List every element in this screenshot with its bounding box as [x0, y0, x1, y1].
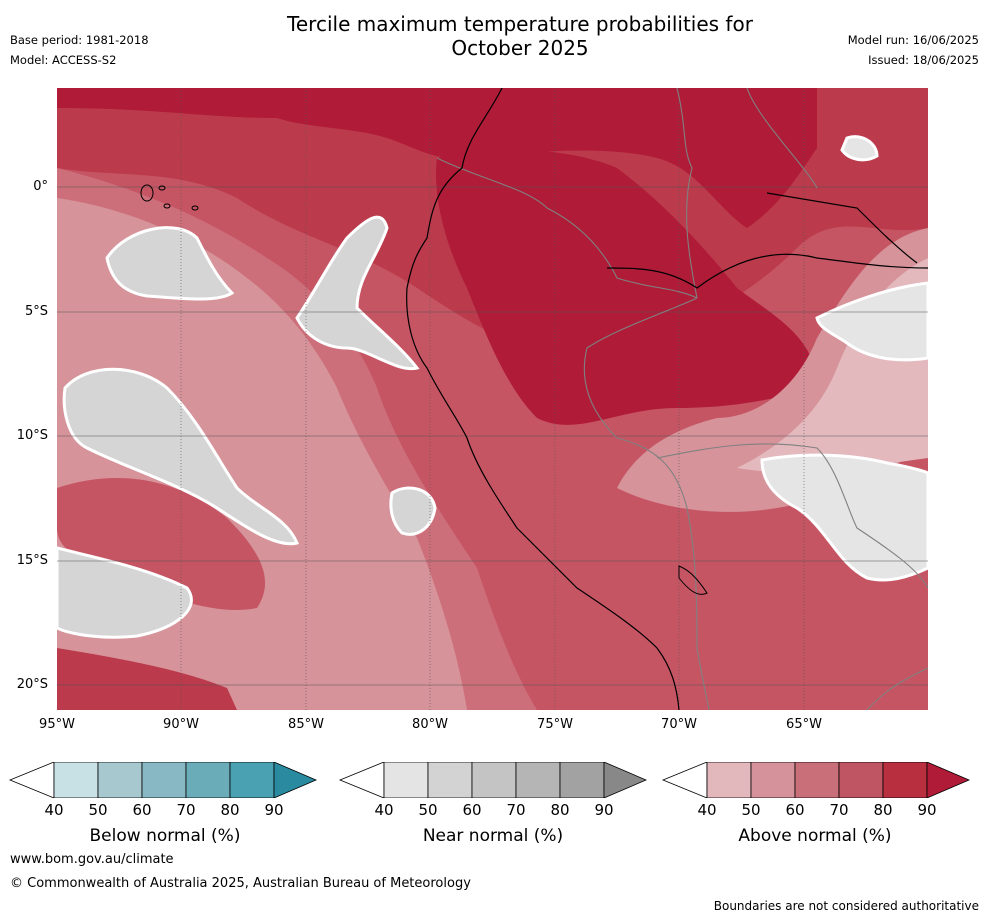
lon-tick-6: 65°W [786, 717, 822, 732]
lon-tick-5: 70°W [661, 717, 697, 732]
cb-near-tick: 50 [418, 801, 438, 819]
region-above-80-southwest [57, 648, 237, 710]
colorbar-below-label: Below normal (%) [89, 826, 241, 846]
cb-below-tick: 80 [220, 801, 240, 819]
cb-below-80 [229, 762, 275, 798]
cb-below-tick: 90 [264, 801, 284, 819]
cb-near-tick: 70 [506, 801, 526, 819]
copyright-text: © Commonwealth of Australia 2025, Austra… [10, 876, 471, 891]
meta-left: Base period: 1981-2018 Model: ACCESS-S2 [10, 30, 149, 70]
website-link[interactable]: www.bom.gov.au/climate [10, 852, 174, 867]
region-near-normal-3 [57, 546, 193, 639]
cb-above-tick: 90 [917, 801, 937, 819]
lat-tick-1: 5°S [24, 304, 48, 319]
lat-tick-3: 15°S [16, 553, 48, 568]
colorbar-near-label: Near normal (%) [422, 826, 564, 846]
graticule [57, 88, 928, 710]
galapagos-islands [140, 184, 199, 211]
title-line-1: Tercile maximum temperature probabilitie… [287, 12, 753, 36]
lat-tick-4: 20°S [16, 677, 48, 692]
disclaimer-text: Boundaries are not considered authoritat… [713, 899, 979, 913]
cb-near-low-arrow [338, 762, 385, 798]
region-near-normal-1 [105, 226, 235, 301]
cb-below-tick: 70 [176, 801, 196, 819]
cb-above-80 [882, 762, 928, 798]
colorbar-near-normal [338, 762, 648, 798]
cb-near-tick: 40 [374, 801, 394, 819]
cb-near-80 [559, 762, 605, 798]
meta-right: Model run: 16/06/2025 Issued: 18/06/2025 [848, 30, 979, 70]
colorbar-below-normal [8, 762, 318, 798]
lon-tick-2: 85°W [288, 717, 324, 732]
region-near-normal-7 [815, 281, 928, 362]
cb-below-40 [53, 762, 99, 798]
cb-above-tick: 60 [785, 801, 805, 819]
probability-map [57, 88, 928, 710]
cb-above-50 [750, 762, 796, 798]
cb-below-tick: 60 [132, 801, 152, 819]
cb-above-low-arrow [661, 762, 708, 798]
colorbar-above-label: Above normal (%) [738, 826, 892, 846]
region-near-normal-8 [840, 135, 879, 162]
cb-near-60 [471, 762, 517, 798]
lat-tick-0: 0° [33, 179, 48, 194]
coastline [406, 88, 928, 710]
lon-tick-3: 80°W [412, 717, 448, 732]
cb-near-70 [515, 762, 561, 798]
cb-near-tick: 60 [462, 801, 482, 819]
region-above-90-continent [436, 149, 817, 425]
lat-tick-2: 10°S [16, 428, 48, 443]
cb-below-high-arrow [273, 762, 318, 798]
map-svg [57, 88, 928, 710]
region-near-normal-2 [62, 367, 300, 546]
model-run: Model run: 16/06/2025 [847, 33, 979, 47]
cb-above-tick: 40 [697, 801, 717, 819]
cb-below-50 [97, 762, 143, 798]
country-borders [436, 88, 928, 710]
region-above-70-streak [57, 478, 266, 610]
cb-above-tick: 70 [829, 801, 849, 819]
cb-near-40 [383, 762, 429, 798]
title-line-2: October 2025 [451, 36, 589, 60]
cb-below-70 [185, 762, 231, 798]
region-above-90-north [57, 88, 817, 228]
lake-titicaca [678, 565, 708, 595]
base-period: Base period: 1981-2018 [10, 33, 149, 47]
cb-near-tick: 90 [594, 801, 614, 819]
colorbar-above-normal [661, 762, 971, 798]
cb-above-60 [794, 762, 840, 798]
cb-above-high-arrow [926, 762, 971, 798]
cb-near-tick: 80 [550, 801, 570, 819]
region-near-normal-4 [295, 215, 420, 371]
cb-near-high-arrow [603, 762, 648, 798]
lon-tick-4: 75°W [537, 717, 573, 732]
cb-below-60 [141, 762, 187, 798]
cb-below-low-arrow [8, 762, 55, 798]
cb-below-tick: 50 [88, 801, 108, 819]
issued-date: Issued: 18/06/2025 [868, 53, 979, 67]
lon-tick-0: 95°W [39, 717, 75, 732]
region-near-normal-5 [389, 486, 437, 536]
cb-above-tick: 80 [873, 801, 893, 819]
model-name: Model: ACCESS-S2 [10, 53, 117, 67]
cb-above-40 [706, 762, 752, 798]
cb-above-70 [838, 762, 884, 798]
cb-near-50 [427, 762, 473, 798]
cb-above-tick: 50 [741, 801, 761, 819]
map-title: Tercile maximum temperature probabilitie… [200, 12, 840, 60]
cb-below-tick: 40 [44, 801, 64, 819]
lon-tick-1: 90°W [163, 717, 199, 732]
